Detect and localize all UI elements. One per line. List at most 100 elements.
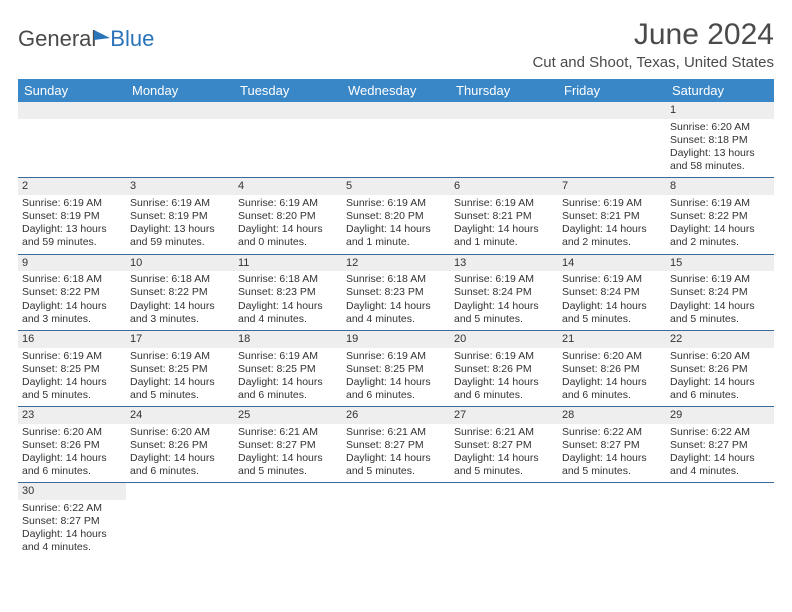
dayhead-wed: Wednesday: [342, 79, 450, 102]
sunrise-text: Sunrise: 6:20 AM: [130, 426, 230, 439]
calendar-day: 30Sunrise: 6:22 AMSunset: 8:27 PMDayligh…: [18, 483, 126, 559]
calendar-day-empty: [558, 102, 666, 178]
calendar-day: 21Sunrise: 6:20 AMSunset: 8:26 PMDayligh…: [558, 330, 666, 406]
sunset-text: Sunset: 8:24 PM: [454, 286, 554, 299]
daylight-text: Daylight: 13 hours and 58 minutes.: [670, 147, 770, 173]
day-number: 3: [126, 178, 234, 195]
day-number: 11: [234, 255, 342, 272]
daylight-text: Daylight: 14 hours and 4 minutes.: [670, 452, 770, 478]
daylight-text: Daylight: 14 hours and 6 minutes.: [238, 376, 338, 402]
day-number: 8: [666, 178, 774, 195]
daylight-text: Daylight: 14 hours and 4 minutes.: [346, 300, 446, 326]
calendar-day: 6Sunrise: 6:19 AMSunset: 8:21 PMDaylight…: [450, 178, 558, 254]
calendar-day-empty: [450, 102, 558, 178]
calendar-day-empty: [234, 102, 342, 178]
daylight-text: Daylight: 14 hours and 2 minutes.: [670, 223, 770, 249]
day-number: 5: [342, 178, 450, 195]
calendar-table: Sunday Monday Tuesday Wednesday Thursday…: [18, 79, 774, 559]
calendar-day: 29Sunrise: 6:22 AMSunset: 8:27 PMDayligh…: [666, 407, 774, 483]
dayhead-sun: Sunday: [18, 79, 126, 102]
day-number: 29: [666, 407, 774, 424]
dayhead-thu: Thursday: [450, 79, 558, 102]
day-number-empty: [342, 102, 450, 119]
day-number: 28: [558, 407, 666, 424]
sunrise-text: Sunrise: 6:18 AM: [130, 273, 230, 286]
daylight-text: Daylight: 14 hours and 5 minutes.: [562, 300, 662, 326]
sunrise-text: Sunrise: 6:20 AM: [22, 426, 122, 439]
day-number: 1: [666, 102, 774, 119]
daylight-text: Daylight: 14 hours and 3 minutes.: [22, 300, 122, 326]
day-number-empty: [558, 102, 666, 119]
sunset-text: Sunset: 8:26 PM: [22, 439, 122, 452]
calendar-day: 8 Sunrise: 6:19 AMSunset: 8:22 PMDaylight…: [666, 178, 774, 254]
calendar-day: 25Sunrise: 6:21 AMSunset: 8:27 PMDayligh…: [234, 407, 342, 483]
day-number: 20: [450, 331, 558, 348]
daylight-text: Daylight: 14 hours and 3 minutes.: [130, 300, 230, 326]
daylight-text: Daylight: 14 hours and 5 minutes.: [238, 452, 338, 478]
sunset-text: Sunset: 8:27 PM: [562, 439, 662, 452]
day-number: 27: [450, 407, 558, 424]
daylight-text: Daylight: 14 hours and 5 minutes.: [454, 452, 554, 478]
calendar-day-empty: [450, 483, 558, 559]
sunset-text: Sunset: 8:27 PM: [346, 439, 446, 452]
calendar-day: 27Sunrise: 6:21 AMSunset: 8:27 PMDayligh…: [450, 407, 558, 483]
sunset-text: Sunset: 8:25 PM: [238, 363, 338, 376]
page-title: June 2024: [532, 18, 774, 52]
day-number: 19: [342, 331, 450, 348]
sunset-text: Sunset: 8:22 PM: [22, 286, 122, 299]
sunrise-text: Sunrise: 6:21 AM: [238, 426, 338, 439]
sunset-text: Sunset: 8:25 PM: [130, 363, 230, 376]
dayhead-mon: Monday: [126, 79, 234, 102]
sunset-text: Sunset: 8:22 PM: [670, 210, 770, 223]
calendar-day: 3Sunrise: 6:19 AMSunset: 8:19 PMDaylight…: [126, 178, 234, 254]
sunrise-text: Sunrise: 6:19 AM: [238, 197, 338, 210]
sunrise-text: Sunrise: 6:19 AM: [346, 197, 446, 210]
calendar-day-empty: [234, 483, 342, 559]
calendar-day: 12Sunrise: 6:18 AMSunset: 8:23 PMDayligh…: [342, 254, 450, 330]
daylight-text: Daylight: 14 hours and 6 minutes.: [454, 376, 554, 402]
daylight-text: Daylight: 14 hours and 6 minutes.: [562, 376, 662, 402]
sunrise-text: Sunrise: 6:19 AM: [22, 197, 122, 210]
sunrise-text: Sunrise: 6:19 AM: [238, 350, 338, 363]
sunset-text: Sunset: 8:27 PM: [22, 515, 122, 528]
day-number: 17: [126, 331, 234, 348]
daylight-text: Daylight: 13 hours and 59 minutes.: [22, 223, 122, 249]
day-number: 14: [558, 255, 666, 272]
calendar-week: 9Sunrise: 6:18 AMSunset: 8:22 PMDaylight…: [18, 254, 774, 330]
calendar-week: 2Sunrise: 6:19 AMSunset: 8:19 PMDaylight…: [18, 178, 774, 254]
daylight-text: Daylight: 14 hours and 2 minutes.: [562, 223, 662, 249]
day-number: 10: [126, 255, 234, 272]
day-number-empty: [234, 102, 342, 119]
brand-logo: General Blue: [18, 26, 154, 52]
daylight-text: Daylight: 14 hours and 5 minutes.: [22, 376, 122, 402]
calendar-day: 22Sunrise: 6:20 AMSunset: 8:26 PMDayligh…: [666, 330, 774, 406]
sunrise-text: Sunrise: 6:19 AM: [130, 197, 230, 210]
calendar-day: 2Sunrise: 6:19 AMSunset: 8:19 PMDaylight…: [18, 178, 126, 254]
sunset-text: Sunset: 8:25 PM: [346, 363, 446, 376]
sunset-text: Sunset: 8:19 PM: [22, 210, 122, 223]
title-block: June 2024 Cut and Shoot, Texas, United S…: [532, 18, 774, 71]
dayhead-tue: Tuesday: [234, 79, 342, 102]
day-number: 12: [342, 255, 450, 272]
calendar-day: 24Sunrise: 6:20 AMSunset: 8:26 PMDayligh…: [126, 407, 234, 483]
day-number: 26: [342, 407, 450, 424]
sunrise-text: Sunrise: 6:18 AM: [238, 273, 338, 286]
day-number: 22: [666, 331, 774, 348]
calendar-day: 18 Sunrise: 6:19 AMSunset: 8:25 PMDayligh…: [234, 330, 342, 406]
day-number: 25: [234, 407, 342, 424]
calendar-day: 19Sunrise: 6:19 AMSunset: 8:25 PMDayligh…: [342, 330, 450, 406]
sunset-text: Sunset: 8:26 PM: [130, 439, 230, 452]
calendar-day: 20Sunrise: 6:19 AMSunset: 8:26 PMDayligh…: [450, 330, 558, 406]
sunrise-text: Sunrise: 6:19 AM: [670, 197, 770, 210]
calendar-day: 14Sunrise: 6:19 AMSunset: 8:24 PMDayligh…: [558, 254, 666, 330]
calendar-day-empty: [18, 102, 126, 178]
day-number: 18: [234, 331, 342, 348]
sunrise-text: Sunrise: 6:19 AM: [454, 350, 554, 363]
day-number: 15: [666, 255, 774, 272]
daylight-text: Daylight: 14 hours and 4 minutes.: [238, 300, 338, 326]
sunrise-text: Sunrise: 6:20 AM: [670, 350, 770, 363]
day-number-empty: [18, 102, 126, 119]
sunset-text: Sunset: 8:26 PM: [670, 363, 770, 376]
sunset-text: Sunset: 8:27 PM: [454, 439, 554, 452]
sunset-text: Sunset: 8:27 PM: [670, 439, 770, 452]
